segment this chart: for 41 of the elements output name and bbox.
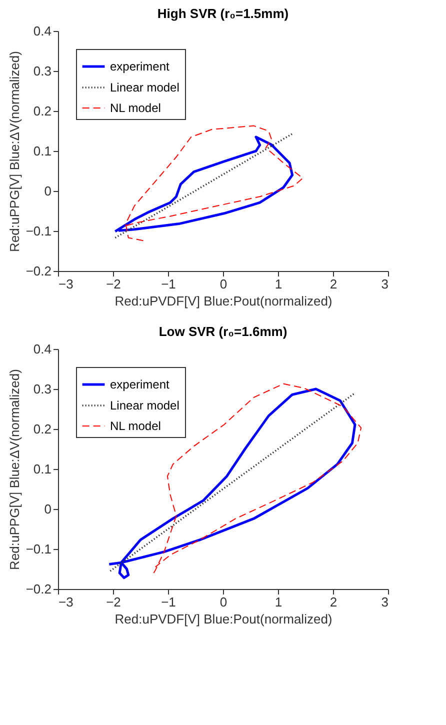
line-series bbox=[125, 125, 304, 242]
legend-label: experiment bbox=[110, 60, 170, 74]
y-tick-label: 0.1 bbox=[33, 144, 52, 158]
y-tick-label: −0.1 bbox=[26, 224, 52, 238]
y-tick-label: 0.4 bbox=[33, 24, 52, 38]
y-tick-label: 0.3 bbox=[33, 382, 52, 396]
legend-label: NL model bbox=[110, 101, 161, 115]
y-tick-label: −0.2 bbox=[26, 582, 52, 596]
x-axis-title: Red:uPVDF[V] Blue:Pout(normalized) bbox=[114, 612, 332, 626]
x-tick-label: −2 bbox=[106, 276, 121, 292]
x-tick-label: 2 bbox=[330, 276, 338, 292]
x-tick-label: −1 bbox=[161, 594, 176, 610]
y-axis-title: Red:uPPG[V] Blue:ΔV(normalized) bbox=[6, 51, 22, 252]
y-tick-label: 0 bbox=[44, 502, 52, 516]
x-tick-label: 2 bbox=[330, 594, 338, 610]
chart-title: Low SVR (r₀=1.6mm) bbox=[158, 324, 288, 339]
x-tick-label: 3 bbox=[381, 276, 388, 292]
y-tick-label: −0.2 bbox=[26, 264, 52, 278]
legend-label: Linear model bbox=[110, 398, 180, 412]
y-tick-label: 0.2 bbox=[33, 422, 52, 436]
x-tick-label: −1 bbox=[161, 276, 176, 292]
legend-label: experiment bbox=[110, 378, 170, 392]
x-tick-label: 1 bbox=[274, 276, 282, 292]
x-tick-label: 1 bbox=[274, 594, 282, 610]
x-tick-label: 0 bbox=[220, 594, 228, 610]
x-tick-label: −2 bbox=[106, 594, 121, 610]
y-tick-label: −0.1 bbox=[26, 542, 52, 556]
y-tick-label: 0.1 bbox=[33, 462, 52, 476]
legend-label: NL model bbox=[110, 419, 161, 433]
x-tick-label: −3 bbox=[58, 276, 74, 292]
x-tick-label: 0 bbox=[220, 276, 228, 292]
y-tick-label: 0.3 bbox=[33, 64, 52, 78]
x-tick-label: −3 bbox=[58, 594, 74, 610]
chart-title: High SVR (r₀=1.5mm) bbox=[157, 6, 289, 21]
legend-label: Linear model bbox=[110, 80, 180, 94]
y-tick-label: 0 bbox=[44, 184, 52, 198]
y-axis-title: Red:uPPG[V] Blue:ΔV(normalized) bbox=[6, 369, 22, 570]
y-tick-label: 0.2 bbox=[33, 104, 52, 118]
y-tick-label: 0.4 bbox=[33, 342, 52, 356]
x-axis-title: Red:uPVDF[V] Blue:Pout(normalized) bbox=[114, 294, 332, 308]
x-tick-label: 3 bbox=[381, 594, 388, 610]
